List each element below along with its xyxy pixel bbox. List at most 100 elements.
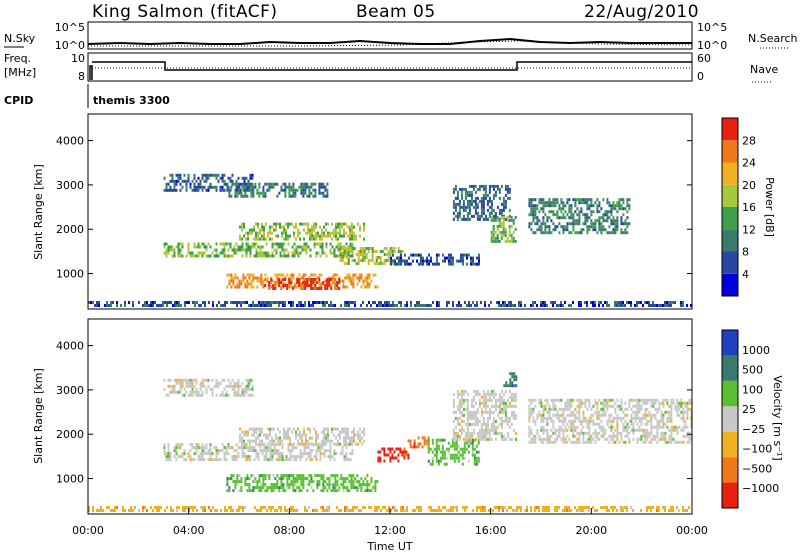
data-cell	[514, 215, 517, 219]
data-cell	[352, 480, 355, 484]
data-cell	[456, 259, 458, 263]
data-cell	[494, 236, 497, 240]
colorbar-tick-label: −25	[742, 423, 765, 436]
data-cell	[536, 204, 539, 208]
data-cell	[568, 404, 571, 408]
data-cell	[285, 222, 287, 226]
data-cell	[366, 486, 369, 490]
freq-tick-high: 10	[71, 52, 85, 65]
data-cell	[602, 434, 605, 438]
data-cell	[181, 378, 184, 382]
data-cell	[534, 398, 537, 402]
data-cell	[490, 239, 493, 243]
data-cell	[385, 247, 388, 250]
data-cell	[410, 253, 412, 257]
data-cell	[250, 273, 253, 277]
data-cell	[329, 234, 331, 238]
data-cell	[249, 446, 252, 450]
data-cell	[460, 425, 463, 429]
data-cell	[492, 230, 495, 234]
data-cell	[622, 222, 625, 226]
data-cell	[243, 390, 246, 394]
data-cell	[347, 256, 350, 259]
data-cell	[309, 254, 312, 258]
data-cell	[500, 224, 503, 228]
data-cell	[634, 410, 637, 414]
data-cell	[508, 196, 511, 200]
data-cell	[610, 413, 613, 417]
data-cell	[542, 440, 545, 444]
data-cell	[690, 407, 693, 411]
data-cell	[202, 301, 204, 304]
data-cell	[347, 442, 349, 446]
data-cell	[460, 205, 463, 209]
data-cell	[666, 440, 669, 444]
data-cell	[676, 431, 679, 435]
data-cell	[318, 301, 320, 304]
data-cell	[233, 458, 236, 462]
data-cell	[284, 194, 287, 198]
data-cell	[211, 185, 214, 189]
data-cell	[255, 427, 257, 431]
data-cell	[253, 430, 255, 434]
data-cell	[302, 276, 305, 280]
data-cell	[462, 407, 465, 411]
data-cell	[480, 437, 483, 441]
data-cell	[552, 222, 555, 226]
data-cell	[353, 231, 355, 235]
data-cell	[228, 194, 231, 198]
data-cell	[682, 304, 684, 307]
data-cell	[191, 179, 194, 183]
data-cell	[494, 407, 497, 411]
data-cell	[566, 434, 569, 438]
data-cell	[252, 474, 255, 478]
data-cell	[334, 273, 337, 277]
data-cell	[244, 301, 246, 304]
data-cell	[584, 419, 587, 423]
data-cell	[343, 251, 346, 255]
data-cell	[366, 304, 368, 307]
data-cell	[297, 455, 300, 459]
data-cell	[326, 477, 329, 481]
data-cell	[574, 204, 577, 208]
data-cell	[592, 404, 595, 408]
data-cell	[324, 194, 327, 198]
data-cell	[142, 304, 144, 307]
colorbar-tick-label: −1000	[742, 482, 779, 495]
data-cell	[552, 210, 555, 214]
data-cell	[435, 444, 438, 448]
data-cell	[285, 458, 288, 462]
data-cell	[271, 449, 274, 453]
data-cell	[420, 506, 422, 509]
data-cell	[582, 413, 585, 417]
data-cell	[288, 477, 291, 481]
data-cell	[247, 231, 249, 235]
data-cell	[614, 204, 617, 208]
data-cell	[216, 509, 218, 512]
data-cell	[602, 431, 605, 435]
data-cell	[233, 390, 236, 394]
data-cell	[238, 282, 241, 286]
data-cell	[298, 489, 301, 493]
data-cell	[293, 242, 296, 246]
data-cell	[259, 443, 262, 447]
data-cell	[202, 506, 204, 509]
data-cell	[552, 422, 555, 426]
data-cell	[142, 506, 144, 509]
data-cell	[682, 509, 684, 512]
data-cell	[272, 301, 274, 304]
data-cell	[210, 509, 212, 512]
data-cell	[449, 444, 452, 448]
data-cell	[317, 446, 320, 450]
data-cell	[251, 182, 254, 186]
data-cell	[245, 231, 247, 235]
data-cell	[300, 477, 303, 481]
data-cell	[406, 509, 408, 512]
data-cell	[388, 304, 390, 307]
data-cell	[287, 222, 289, 226]
data-cell	[690, 398, 693, 402]
data-cell	[253, 458, 256, 462]
data-cell	[318, 185, 321, 189]
data-cell	[608, 425, 611, 429]
data-cell	[134, 506, 136, 509]
